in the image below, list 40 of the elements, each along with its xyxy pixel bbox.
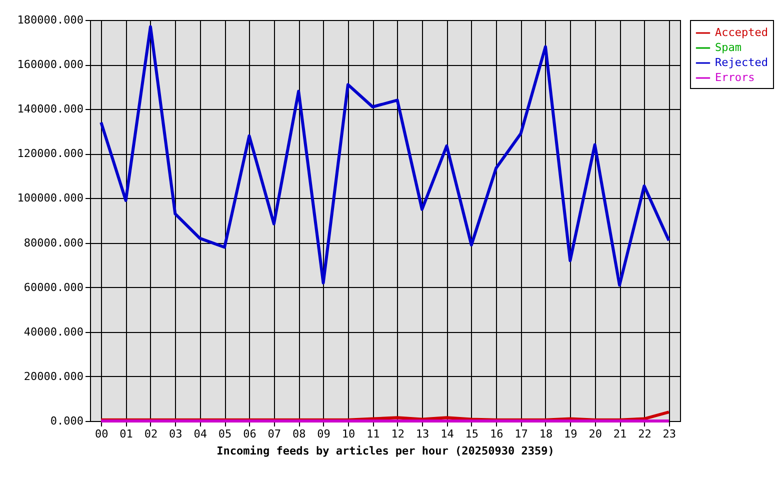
x-tick-label: 16 (490, 428, 504, 440)
y-tick-label: 180000.000 (17, 14, 84, 26)
y-tick-label: 140000.000 (17, 102, 84, 116)
x-axis-title: Incoming feeds by articles per hour (20250930 2359) (216, 444, 554, 458)
x-tick-label: 07 (268, 428, 282, 440)
x-tick-label: 19 (564, 428, 578, 440)
y-tick-label: 40000.000 (24, 325, 84, 338)
x-tick-label: 12 (391, 428, 404, 440)
x-tick-label: 22 (638, 428, 652, 440)
legend-label: Spam (715, 41, 742, 54)
x-tick-label: 15 (465, 428, 479, 440)
x-tick-label: 20 (588, 428, 602, 440)
x-tick-label: 10 (342, 428, 356, 440)
x-tick-label: 00 (94, 428, 108, 440)
legend-label: Errors (715, 71, 755, 84)
legend-label: Accepted (715, 26, 768, 39)
x-tick-label: 03 (169, 428, 182, 440)
x-tick-label: 13 (416, 428, 430, 440)
x-tick-label: 14 (440, 428, 454, 440)
x-tick-label: 09 (317, 428, 330, 440)
y-tick-label: 160000.000 (17, 58, 84, 72)
x-tick-label: 05 (218, 428, 232, 440)
y-tick-label: 100000.000 (17, 192, 84, 205)
x-tick-label: 17 (514, 428, 528, 440)
x-tick-label: 02 (144, 428, 158, 440)
y-tick-label: 80000.000 (24, 236, 84, 250)
y-tick-label: 20000.000 (24, 370, 84, 383)
x-tick-label: 06 (243, 428, 256, 440)
x-tick-label: 08 (292, 428, 306, 440)
y-tick-label: 0.000 (50, 414, 84, 428)
legend-label: Rejected (715, 56, 768, 69)
x-tick-label: 18 (539, 428, 553, 440)
x-tick-label: 04 (194, 428, 208, 440)
y-tick-label: 120000.000 (17, 147, 84, 160)
y-tick-label: 60000.000 (24, 280, 84, 294)
line-series (100, 25, 670, 287)
x-tick-label: 11 (366, 428, 380, 440)
x-tick-label: 23 (662, 428, 676, 440)
x-tick-label: 01 (120, 428, 133, 440)
x-tick-label: 21 (613, 428, 627, 440)
